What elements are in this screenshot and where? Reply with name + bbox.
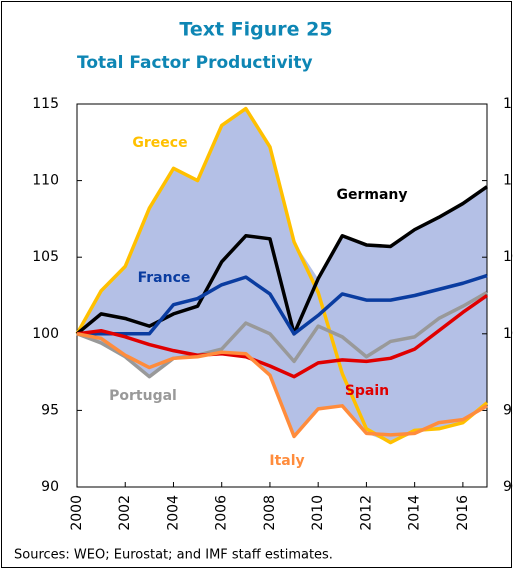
y-tick-label: 100	[32, 326, 59, 342]
y-tick-label: 95	[41, 402, 59, 418]
x-tick-label: 2012	[358, 495, 374, 531]
x-tick-label: 2014	[407, 495, 423, 531]
series-label: Germany	[336, 187, 407, 203]
series-line	[76, 290, 488, 379]
x-tick-label: 2004	[165, 495, 181, 531]
source-note: Sources: WEO; Eurostat; and IMF staff es…	[14, 548, 333, 563]
series-label: Spain	[345, 383, 389, 399]
series-label: Greece	[132, 135, 187, 151]
y2-tick-label: 115	[503, 96, 513, 112]
x-tick-label: 2008	[262, 495, 278, 531]
series-line	[77, 273, 488, 336]
y-tick-label: 90	[41, 479, 59, 495]
y-tick-label: 110	[32, 173, 59, 189]
y2-tick-label: 95	[503, 402, 513, 418]
series-label: Italy	[269, 453, 304, 469]
x-tick-label: 2006	[214, 495, 230, 531]
series-line	[76, 294, 489, 379]
x-tick-label: 2010	[310, 495, 326, 531]
series-label: France	[138, 270, 191, 286]
x-tick-label: 2000	[69, 495, 85, 531]
x-tick-label: 2016	[455, 495, 471, 531]
y-tick-label: 105	[32, 249, 59, 265]
y2-tick-label: 90	[503, 479, 513, 495]
y2-tick-label: 105	[503, 249, 513, 265]
chart-subtitle: Total Factor Productivity	[77, 53, 313, 73]
y2-tick-label: 100	[503, 326, 513, 342]
series-line	[76, 332, 488, 439]
y2-tick-label: 110	[503, 173, 513, 189]
y-tick-label: 115	[32, 96, 59, 112]
series-line	[75, 185, 489, 336]
series-label: Portugal	[109, 388, 177, 404]
x-tick-label: 2002	[117, 495, 133, 531]
chart-title: Text Figure 25	[179, 19, 332, 41]
